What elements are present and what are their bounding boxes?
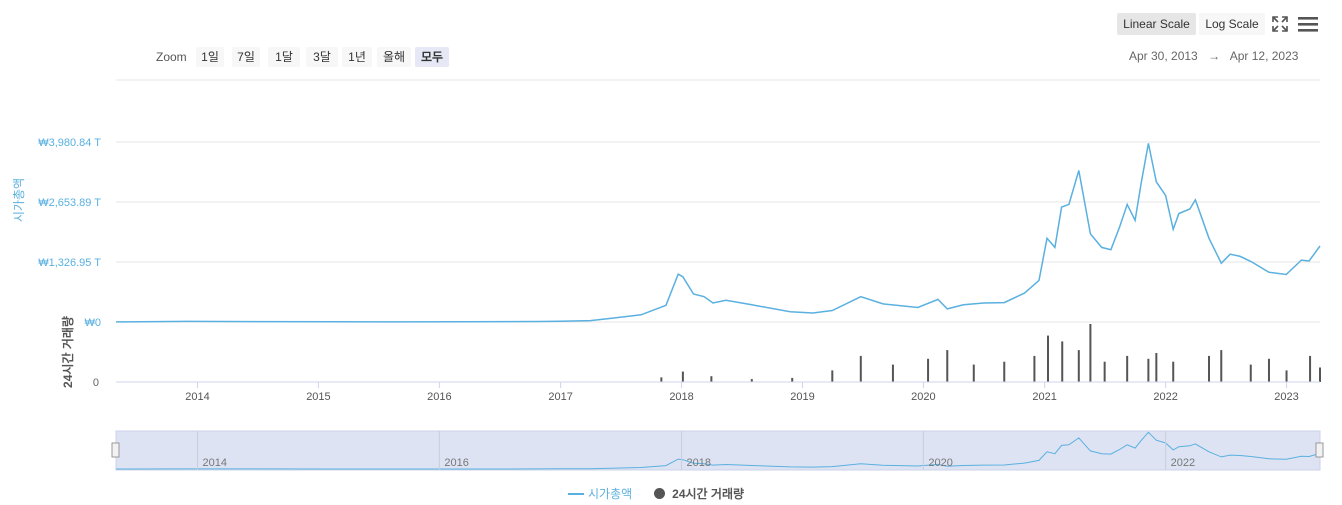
volume-bar (1155, 353, 1158, 382)
volume-bar (660, 377, 663, 382)
navigator-selection[interactable] (115, 430, 1321, 471)
zoom-button-7d[interactable]: 7일 (232, 47, 260, 67)
linear-scale-button[interactable]: Linear Scale (1117, 13, 1196, 35)
navigator-tick-label: 2016 (444, 457, 468, 469)
x-tick-label: 2018 (669, 391, 693, 403)
y-axis-label: 시가총액 (12, 178, 26, 222)
y-tick-label: ₩3,980.84 T (38, 137, 101, 149)
volume-bar (1172, 361, 1175, 382)
volume-axis-label: 24시간 거래량 (60, 316, 75, 388)
volume-bar (1208, 355, 1211, 382)
volume-bar (1033, 355, 1036, 382)
volume-bar (710, 376, 713, 382)
volume-bar (831, 370, 834, 382)
zoom-button-3m[interactable]: 3달 (306, 47, 338, 67)
volume-bar (1249, 364, 1252, 382)
volume-bar (1285, 370, 1288, 382)
volume-bar (1220, 350, 1223, 382)
zoom-button-1y[interactable]: 1년 (342, 47, 372, 67)
navigator-line (115, 431, 1321, 470)
navigator-tick-label: 2020 (928, 457, 952, 469)
series-line-market-cap (115, 143, 1321, 323)
volume-bar (1147, 358, 1150, 382)
y-tick-label: ₩2,653.89 T (38, 197, 101, 209)
x-tick-label: 2014 (185, 391, 209, 403)
y-tick-label: ₩1,326.95 T (38, 257, 101, 269)
volume-bar (1089, 324, 1092, 382)
zoom-button-ytd[interactable]: 올해 (377, 47, 411, 67)
navigator-handle-right[interactable] (1315, 442, 1324, 458)
zoom-button-1m[interactable]: 1달 (268, 47, 300, 67)
y-tick-label: ₩0 (85, 317, 102, 329)
x-tick-label: 2015 (306, 391, 330, 403)
x-tick-label: 2022 (1153, 391, 1177, 403)
log-scale-button[interactable]: Log Scale (1199, 13, 1265, 35)
volume-bar (1267, 358, 1270, 382)
legend-dot-marker (654, 488, 666, 499)
volume-bar (859, 355, 862, 382)
legend-label-market-cap: 시가총액 (588, 487, 633, 501)
volume-bar (1126, 355, 1129, 382)
date-range: Apr 30, 2013 → Apr 12, 2023 (1129, 49, 1298, 63)
x-tick-label: 2021 (1032, 391, 1056, 403)
volume-tick-label-0: 0 (93, 377, 99, 389)
hamburger-menu-icon[interactable] (1297, 15, 1319, 33)
legend-line-marker (568, 492, 584, 495)
fullscreen-icon[interactable] (1271, 15, 1289, 33)
zoom-button-all[interactable]: 모두 (415, 47, 449, 67)
volume-bar (750, 379, 753, 382)
volume-bar (1077, 350, 1080, 382)
legend: 시가총액 24시간 거래량 (568, 485, 744, 502)
volume-bar (1103, 361, 1106, 382)
volume-bar (1309, 355, 1312, 382)
x-tick-label: 2020 (911, 391, 935, 403)
legend-label-volume: 24시간 거래량 (672, 487, 745, 501)
volume-bar (946, 350, 949, 382)
volume-bar (891, 364, 894, 382)
navigator-tick-label: 2014 (203, 457, 227, 469)
legend-item-volume[interactable]: 24시간 거래량 (654, 485, 744, 502)
navigator-tick-label: 2018 (687, 457, 711, 469)
volume-bar (1319, 367, 1321, 382)
volume-bar (927, 358, 930, 382)
volume-bar (1003, 361, 1006, 382)
x-tick-label: 2016 (427, 391, 451, 403)
zoom-label: Zoom (156, 50, 187, 64)
volume-bar (681, 371, 684, 382)
x-tick-label: 2023 (1274, 391, 1298, 403)
legend-item-market-cap[interactable]: 시가총액 (568, 485, 632, 502)
zoom-button-1d[interactable]: 1일 (196, 47, 224, 67)
volume-bar (791, 377, 794, 382)
range-to: Apr 12, 2023 (1229, 49, 1299, 63)
volume-bar (1061, 341, 1064, 382)
volume-bar (972, 364, 975, 382)
navigator-handle-left[interactable] (111, 442, 120, 458)
x-tick-label: 2019 (790, 391, 814, 403)
range-arrow: → (1208, 49, 1221, 63)
volume-bar (1046, 335, 1049, 382)
navigator-tick-label: 2022 (1171, 457, 1195, 469)
x-tick-label: 2017 (548, 391, 572, 403)
range-from: Apr 30, 2013 (1129, 49, 1198, 63)
